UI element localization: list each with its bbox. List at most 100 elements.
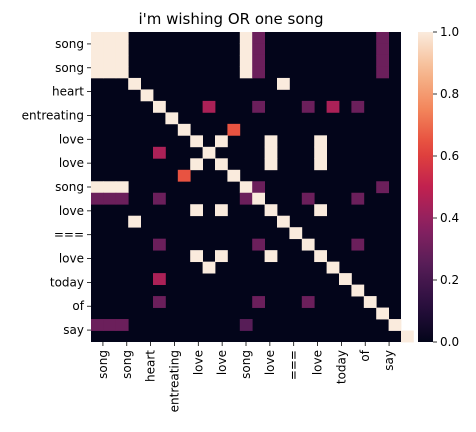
heatmap-cell bbox=[239, 43, 253, 56]
heatmap-cell bbox=[227, 169, 241, 182]
heatmap-cell bbox=[177, 169, 191, 182]
x-tick-label: song bbox=[96, 350, 110, 379]
heatmap-cell bbox=[103, 319, 117, 331]
x-tick-label: love bbox=[215, 350, 229, 375]
heatmap-cell bbox=[363, 296, 377, 308]
heatmap-cell bbox=[91, 181, 104, 194]
y-tick-label: song bbox=[55, 180, 84, 194]
heatmap-cell bbox=[326, 100, 340, 113]
heatmap-cell bbox=[103, 192, 117, 205]
heatmap-cell bbox=[277, 215, 290, 228]
y-tick-label: say bbox=[63, 323, 84, 337]
heatmap-cell bbox=[252, 192, 265, 205]
heatmap-cell bbox=[115, 192, 129, 205]
x-tick-label: of bbox=[358, 349, 372, 361]
heatmap-cell bbox=[91, 54, 104, 67]
heatmap-cell bbox=[351, 238, 365, 251]
heatmap-cell bbox=[91, 192, 104, 205]
heatmap-cell bbox=[215, 158, 228, 171]
heatmap-cell bbox=[301, 296, 315, 308]
heatmap-cell bbox=[115, 319, 129, 331]
colorbar-tick-label: 0.0 bbox=[440, 335, 459, 349]
x-tick-label: entreating bbox=[167, 350, 181, 412]
heatmap-cell bbox=[351, 284, 365, 297]
heatmap-cell bbox=[153, 146, 166, 159]
y-tick-labels: song song heart entreating love love song love =… bbox=[22, 37, 91, 337]
chart-title: i'm wishing OR one song bbox=[138, 10, 323, 28]
x-tick-label: love bbox=[311, 350, 325, 375]
heatmap-cell bbox=[376, 54, 389, 67]
heatmap-cells bbox=[91, 32, 414, 343]
colorbar-tick-label: 0.2 bbox=[440, 273, 459, 287]
heatmap-cell bbox=[264, 135, 278, 148]
heatmap-cell bbox=[103, 66, 117, 79]
heatmap-cell bbox=[289, 227, 303, 240]
heatmap-cell bbox=[264, 250, 278, 263]
heatmap-cell bbox=[376, 32, 389, 44]
heatmap-cell bbox=[351, 192, 365, 205]
heatmap-cell bbox=[314, 158, 327, 171]
heatmap-cell bbox=[351, 100, 365, 113]
heatmap-cell bbox=[190, 158, 203, 171]
heatmap-cell bbox=[153, 273, 166, 285]
heatmap-cell bbox=[401, 330, 414, 343]
heatmap-cell bbox=[252, 66, 265, 79]
heatmap-cell bbox=[314, 250, 327, 263]
heatmap-cell bbox=[215, 250, 228, 263]
heatmap-cell bbox=[91, 43, 104, 56]
heatmap-cell bbox=[252, 43, 265, 56]
heatmap-cell bbox=[252, 296, 265, 308]
heatmap-cell bbox=[376, 66, 389, 79]
x-tick-label: love bbox=[191, 350, 205, 375]
x-tick-label: song bbox=[120, 350, 134, 379]
heatmap-cell bbox=[264, 158, 278, 171]
heatmap-cell bbox=[202, 100, 216, 113]
y-tick-label: song bbox=[55, 37, 84, 51]
heatmap-cell bbox=[128, 215, 141, 228]
heatmap-cell bbox=[314, 204, 327, 217]
heatmap-cell bbox=[115, 66, 129, 79]
heatmap-cell bbox=[326, 261, 340, 274]
heatmap-cell bbox=[128, 77, 141, 90]
x-tick-labels: song song heart entreating love love song love =… bbox=[96, 342, 396, 412]
y-tick-label: today bbox=[50, 275, 84, 289]
heatmap-cell bbox=[252, 54, 265, 67]
heatmap-cell bbox=[227, 123, 241, 136]
heatmap-cell bbox=[239, 32, 253, 44]
heatmap-cell bbox=[388, 319, 402, 331]
y-tick-label: love bbox=[59, 156, 84, 170]
heatmap-cell bbox=[376, 307, 389, 320]
heatmap-cell bbox=[190, 250, 203, 263]
heatmap-cell bbox=[339, 273, 352, 285]
heatmap-cell bbox=[252, 181, 265, 194]
x-tick-label: love bbox=[263, 350, 277, 375]
x-tick-label: === bbox=[287, 350, 301, 380]
colorbar-tick-label: 0.8 bbox=[440, 87, 459, 101]
y-tick-label: love bbox=[59, 132, 84, 146]
heatmap-cell bbox=[301, 238, 315, 251]
heatmap-cell bbox=[264, 146, 278, 159]
heatmap-cell bbox=[252, 100, 265, 113]
heatmap-cell bbox=[103, 181, 117, 194]
heatmap-cell bbox=[103, 43, 117, 56]
y-tick-label: love bbox=[59, 204, 84, 218]
y-tick-label: of bbox=[72, 299, 84, 313]
y-tick-label: entreating bbox=[22, 108, 84, 122]
y-tick-label: song bbox=[55, 61, 84, 75]
heatmap-cell bbox=[153, 192, 166, 205]
heatmap-cell bbox=[91, 32, 104, 44]
heatmap-cell bbox=[376, 43, 389, 56]
colorbar-tick-label: 1.0 bbox=[440, 25, 459, 39]
heatmap-cell bbox=[314, 146, 327, 159]
heatmap-cell bbox=[239, 54, 253, 67]
heatmap-cell bbox=[252, 32, 265, 44]
y-tick-label: heart bbox=[52, 85, 84, 99]
heatmap-cell bbox=[165, 112, 179, 125]
heatmap-cell bbox=[153, 100, 166, 113]
heatmap-cell bbox=[239, 192, 253, 205]
heatmap-cell bbox=[140, 89, 154, 102]
x-tick-label: say bbox=[382, 350, 396, 371]
heatmap-cell bbox=[177, 123, 191, 136]
heatmap-cell bbox=[115, 181, 129, 194]
